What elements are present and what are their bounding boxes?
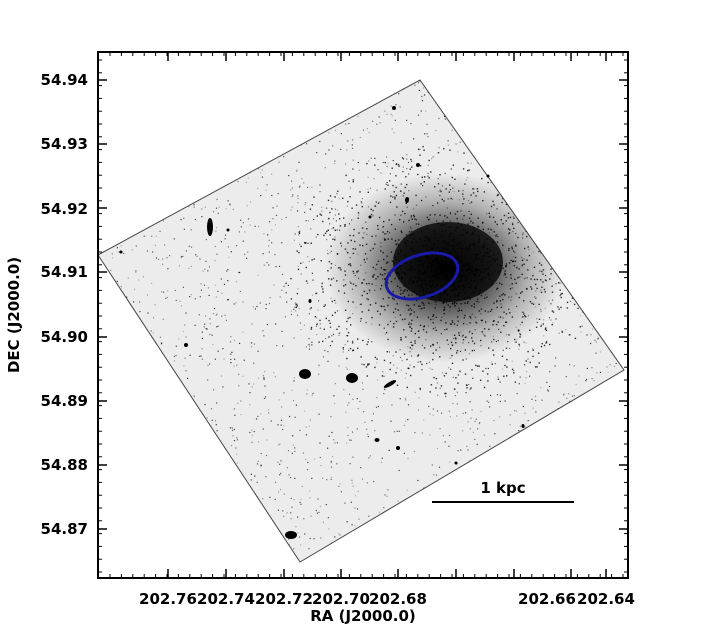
source-blob [346,373,358,383]
point-sources [119,106,525,539]
x-tick-label: 202.66 [518,590,576,608]
aperture-ellipse [384,251,460,301]
source-blob [383,380,397,388]
y-tick-label: 54.89 [41,392,88,410]
x-tick-label: 202.64 [577,590,635,608]
plot-frame [97,51,629,579]
x-axis-title: RA (J2000.0) [310,607,416,625]
y-axis-title: DEC (J2000.0) [5,257,23,373]
source-blob [416,163,420,167]
source-blob [308,299,312,303]
scale-bar-label: 1 kpc [480,479,525,497]
source-blob [119,250,123,254]
source-blob [184,343,188,347]
scale-bar: 1 kpc [432,479,574,503]
source-blob [454,461,458,465]
source-blob [226,228,230,232]
source-blob [207,218,213,236]
y-tick-label: 54.88 [41,456,88,474]
y-tick-label: 54.93 [41,135,88,153]
y-tick-label: 54.90 [41,328,88,346]
x-tick-labels: 202.76 202.74 202.72 202.70 202.68 202.6… [139,590,635,608]
x-tick-label: 202.74 [197,590,255,608]
x-tick-label: 202.70 [312,590,370,608]
source-blob [521,424,525,428]
source-blob [392,106,396,110]
x-tick-label: 202.76 [139,590,197,608]
x-tick-label: 202.68 [369,590,427,608]
source-blob [299,369,311,379]
y-tick-label: 54.94 [41,71,88,89]
y-tick-label: 54.91 [41,263,88,281]
y-tick-label: 54.87 [41,520,88,538]
y-tick-label: 54.92 [41,200,88,218]
source-blob [368,215,372,219]
axis-ticks [98,52,628,578]
source-blob [285,531,297,539]
galaxy-core [393,222,503,302]
source-blob [374,438,380,442]
source-blob [486,174,490,178]
y-tick-labels: 54.94 54.93 54.92 54.91 54.90 54.89 54.8… [41,71,88,538]
source-blob [396,446,400,450]
source-blob [405,197,409,203]
x-tick-label: 202.72 [255,590,313,608]
